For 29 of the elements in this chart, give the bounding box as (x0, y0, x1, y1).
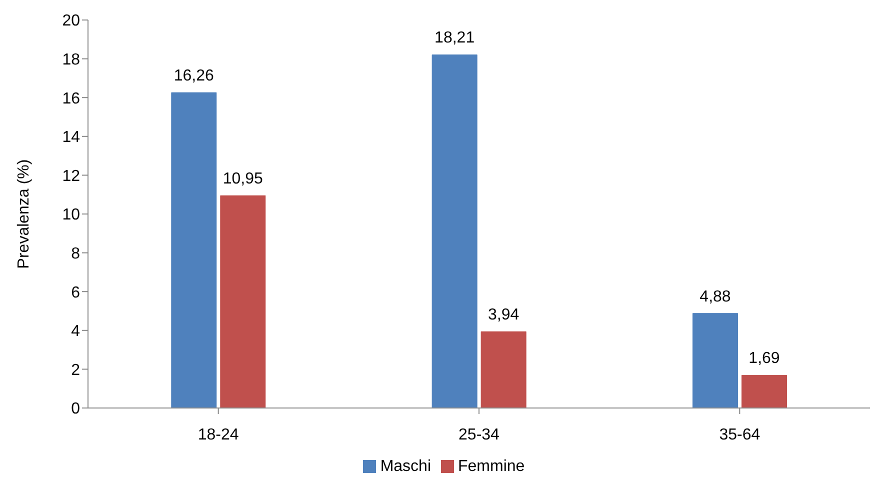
x-tick-label: 35-64 (719, 426, 760, 444)
legend-label: Femmine (458, 458, 525, 475)
legend-label: Maschi (380, 458, 431, 475)
y-tick-label: 18 (62, 51, 80, 68)
y-tick-label: 8 (71, 245, 80, 262)
data-label: 16,26 (174, 68, 214, 85)
bar (692, 313, 738, 408)
data-label: 4,88 (700, 288, 731, 306)
data-label: 3,94 (488, 306, 520, 324)
y-axis-title: Prevalenza (%) (16, 159, 33, 269)
y-tick-label: 12 (62, 168, 80, 185)
data-label: 1,69 (748, 350, 780, 368)
y-tick-label: 16 (62, 90, 80, 108)
y-tick-label: 10 (62, 206, 80, 224)
bar (220, 195, 266, 408)
y-tick-label: 14 (62, 129, 80, 146)
x-tick-label: 18-24 (198, 426, 239, 444)
data-label: 10,95 (222, 170, 264, 188)
y-tick-label: 0 (71, 400, 80, 418)
y-tick-label: 6 (71, 284, 80, 302)
y-tick-label: 20 (62, 12, 80, 30)
bar (741, 374, 787, 408)
bar (480, 331, 526, 408)
bar (171, 92, 217, 408)
bar (432, 54, 478, 408)
y-tick-label: 4 (71, 323, 80, 340)
data-label: 18,21 (434, 30, 475, 47)
y-tick-label: 2 (71, 362, 80, 379)
x-tick-label: 25-34 (458, 426, 500, 444)
